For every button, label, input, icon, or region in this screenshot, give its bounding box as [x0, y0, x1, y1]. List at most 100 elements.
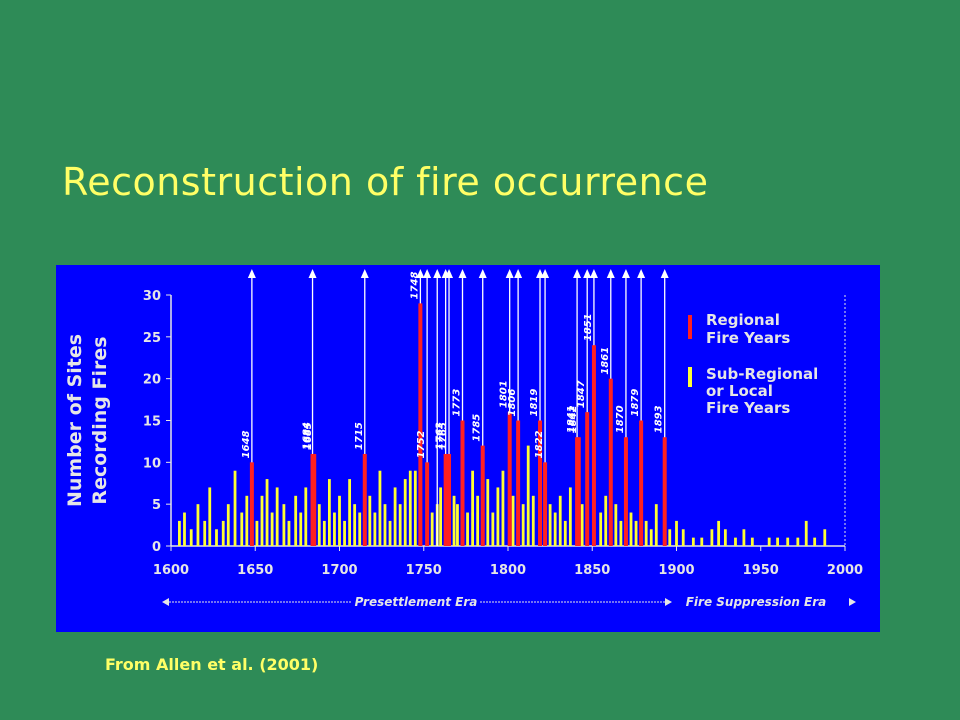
local-fire-bar [619, 520, 623, 546]
local-fire-bar [413, 470, 417, 546]
regional-fire-bar [425, 462, 430, 546]
local-fire-bar [675, 520, 678, 546]
x-tick-label: 1750 [406, 563, 442, 578]
regional-year-label: 1806 [507, 389, 518, 417]
regional-year-label: 1763 [435, 422, 446, 450]
local-fire-bar [654, 504, 658, 546]
fire-arrow-head [606, 269, 615, 278]
local-fire-bar [183, 512, 186, 546]
regional-year-label: 1861 [600, 347, 611, 375]
local-fire-bar [491, 512, 495, 546]
local-fire-bar [776, 537, 779, 546]
local-fire-bar [742, 529, 746, 546]
regional-fire-bar [362, 453, 367, 546]
fire-chart: 0 5 10 15 20 25 30 1600 1650 1700 1750 1800 1850 1900… [56, 265, 880, 632]
regional-year-label: 1648 [241, 430, 252, 458]
local-fire-bar [717, 520, 721, 546]
fire-arrow-head [573, 269, 582, 278]
local-fire-bar [203, 520, 207, 546]
local-fire-bar [338, 495, 341, 546]
local-fire-bar [486, 479, 490, 546]
local-fire-bar [393, 487, 397, 546]
local-fire-bar [430, 512, 434, 546]
y-tick-label: 15 [143, 415, 161, 430]
local-fire-bar [348, 479, 352, 546]
local-fire-bar [568, 487, 572, 546]
regional-fire-bar [608, 378, 613, 546]
local-fire-bar [178, 520, 181, 546]
local-fire-bar [452, 495, 456, 546]
fire-arrow-head [621, 269, 630, 278]
y-tick-label: 30 [143, 289, 161, 304]
local-fire-bar [299, 512, 303, 546]
regional-fire-bar [460, 420, 465, 546]
y-tick-label: 5 [152, 498, 161, 513]
fire-arrow-head [541, 269, 550, 278]
local-fire-bar [368, 495, 372, 546]
local-fire-bar [327, 479, 331, 546]
y-tick-label: 25 [143, 331, 161, 346]
fire-arrow-head [445, 269, 454, 278]
regional-fire-bar [591, 345, 596, 546]
local-fire-bar [270, 512, 274, 546]
fire-arrow-head [589, 269, 598, 278]
legend-local-label: Fire Years [706, 399, 790, 417]
local-fire-bar [189, 529, 193, 546]
regional-fire-bar [585, 412, 590, 546]
local-fire-bar [196, 504, 200, 546]
regional-year-label: 1851 [583, 313, 594, 341]
legend-local-label: or Local [706, 382, 773, 400]
regional-fire-bar [312, 453, 317, 546]
era-arrow-left [162, 598, 169, 606]
regional-year-label: 1748 [409, 271, 420, 299]
slide-title: Reconstruction of fire occurrence [62, 160, 709, 204]
fire-arrow-head [536, 269, 545, 278]
local-fire-bar [476, 495, 480, 546]
legend-regional-swatch [688, 315, 692, 339]
fire-arrow-head [505, 269, 514, 278]
local-fire-bar [750, 537, 754, 546]
local-fire-bar [282, 504, 286, 546]
local-fire-bar [501, 470, 505, 546]
local-fire-bar [260, 495, 264, 546]
regional-year-label: 1822 [534, 430, 545, 458]
regional-fire-bar [447, 453, 452, 546]
x-tick-label: 2000 [827, 563, 863, 578]
local-fire-bar [343, 520, 346, 546]
local-fire-bar [634, 520, 638, 546]
local-fire-bar [215, 529, 218, 546]
local-fire-bar [734, 537, 737, 546]
local-fire-bar [700, 537, 704, 546]
local-fire-bar [358, 512, 362, 546]
local-fire-bar [649, 529, 653, 546]
regional-fire-bar [576, 437, 581, 546]
local-fire-bar [823, 529, 827, 546]
regional-year-label: 1752 [416, 430, 427, 458]
x-tick-label: 1650 [237, 563, 273, 578]
local-fire-bar [496, 487, 500, 546]
local-fire-bar [614, 504, 618, 546]
local-fire-bar [240, 512, 244, 546]
local-fire-bar [456, 504, 459, 546]
local-fire-bar [317, 504, 321, 546]
x-tick-label: 1800 [490, 563, 526, 578]
regional-year-label: 1842 [568, 405, 579, 433]
era-arrow-mid [665, 598, 672, 606]
local-fire-bar [233, 470, 237, 546]
local-fire-bar [245, 495, 249, 546]
fire-arrow-head [478, 269, 487, 278]
y-axis-label: Number of Sites [64, 334, 86, 507]
regional-year-label: 1785 [472, 414, 483, 442]
local-fire-bar [265, 479, 269, 546]
regional-year-label: 1841 [566, 405, 577, 433]
regional-year-label: 1879 [630, 389, 641, 417]
local-fire-bar [521, 504, 525, 546]
era-arrow-right [849, 598, 856, 606]
local-fire-bar [604, 495, 608, 546]
local-fire-bar [813, 537, 817, 546]
regional-year-label: 1715 [354, 422, 365, 450]
local-fire-bar [471, 470, 475, 546]
fire-arrow-head [308, 269, 317, 278]
local-fire-bar [796, 537, 800, 546]
local-fire-bar [255, 520, 259, 546]
